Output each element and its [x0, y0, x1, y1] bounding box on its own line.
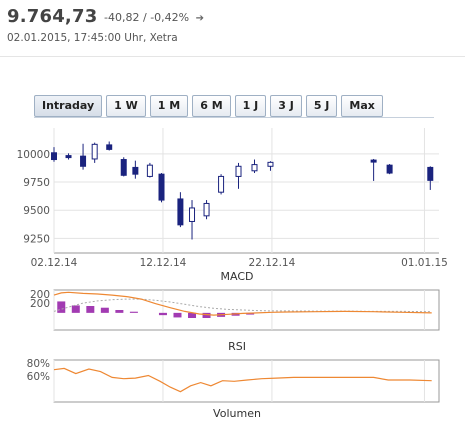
- tab-max[interactable]: Max: [341, 95, 383, 117]
- candle-body: [91, 143, 98, 160]
- macd-histogram-bar: [100, 307, 109, 313]
- tab-intraday[interactable]: Intraday: [34, 95, 103, 117]
- last-price: 9.764,73: [7, 6, 98, 27]
- macd-histogram-bar: [71, 305, 80, 313]
- change-absolute: -40,82: [104, 11, 140, 24]
- candle-body: [132, 166, 139, 175]
- candle-body: [251, 164, 258, 172]
- tab-1w[interactable]: 1 W: [106, 95, 146, 117]
- macd-histogram-bar: [173, 312, 182, 318]
- candle-body: [158, 173, 165, 201]
- macd-signal-line: [53, 298, 432, 313]
- macd-title: MACD: [221, 270, 254, 283]
- macd-histogram-bar: [57, 301, 66, 313]
- volume-title: Volumen: [213, 407, 261, 420]
- tab-6m[interactable]: 6 M: [192, 95, 231, 117]
- timerange-tabs: Intraday 1 W 1 M 6 M 1 J 3 J 5 J Max: [34, 95, 387, 117]
- tab-1j[interactable]: 1 J: [234, 95, 267, 117]
- candle-body: [106, 144, 113, 150]
- price-change: -40,82 / -0,42% ➔: [104, 11, 204, 24]
- macd-histogram-bar: [86, 306, 95, 313]
- panel-frame: [53, 289, 440, 331]
- tab-1m[interactable]: 1 M: [149, 95, 189, 117]
- macd-histogram-bar: [202, 312, 211, 318]
- panel-frame: [53, 359, 440, 403]
- price-x-tick-label: 22.12.14: [249, 257, 296, 269]
- tab-5j[interactable]: 5 J: [305, 95, 338, 117]
- rsi-y-tick-label: 80%: [27, 358, 50, 370]
- change-percent: -0,42%: [150, 11, 190, 24]
- macd-line: [53, 291, 432, 316]
- candle-body: [189, 207, 196, 222]
- candle-body: [218, 175, 225, 193]
- price-y-tick-label: 9250: [23, 233, 50, 245]
- price-y-tick-label: 9500: [23, 205, 50, 217]
- price-x-tick-label: 02.12.14: [31, 257, 78, 269]
- tab-3j[interactable]: 3 J: [270, 95, 302, 117]
- macd-y-tick-label: 200: [30, 289, 50, 301]
- rsi-title: RSI: [228, 340, 246, 353]
- quote-timestamp: 02.01.2015, 17:45:00 Uhr, Xetra: [7, 32, 178, 44]
- price-x-tick-label: 12.12.14: [140, 257, 187, 269]
- rsi-y-tick-label: 60%: [27, 371, 50, 383]
- tabs-underline: [34, 117, 434, 118]
- candle-body: [235, 165, 242, 177]
- price-y-tick-label: 10000: [17, 149, 50, 161]
- price-x-tick-label: 01.01.15: [401, 257, 448, 269]
- macd-histogram-bar: [188, 312, 197, 318]
- macd-histogram-bar: [129, 311, 138, 313]
- rsi-line: [53, 367, 432, 393]
- macd-y-tick-label: 200: [30, 298, 50, 310]
- candle-body: [386, 164, 393, 174]
- candle-body: [203, 202, 210, 217]
- candle-body: [80, 155, 87, 167]
- candle-body: [427, 166, 434, 181]
- candle-body: [65, 155, 72, 159]
- macd-histogram-bar: [115, 310, 124, 313]
- candle-body: [120, 159, 127, 176]
- candle-body: [370, 159, 377, 163]
- price-y-tick-label: 9750: [23, 177, 50, 189]
- candle-body: [267, 161, 274, 167]
- candle-body: [51, 152, 57, 161]
- candle-body: [177, 198, 184, 226]
- macd-histogram-bar: [158, 312, 167, 316]
- header-divider: [0, 56, 465, 57]
- candle-body: [146, 164, 153, 177]
- trend-arrow-icon: ➔: [195, 13, 204, 24]
- change-separator: /: [142, 11, 147, 24]
